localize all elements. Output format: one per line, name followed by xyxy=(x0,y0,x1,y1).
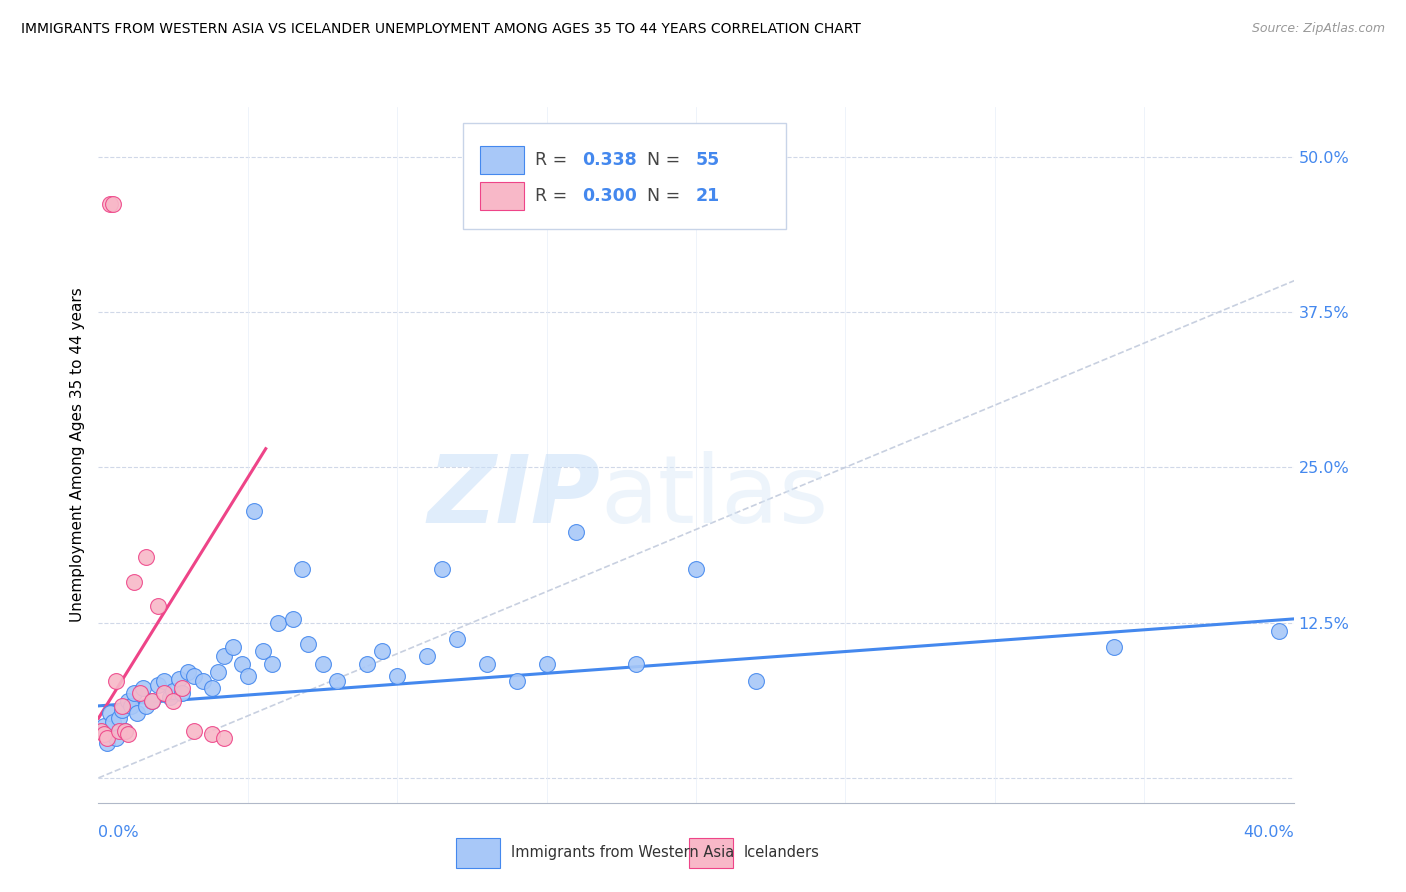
Point xyxy=(124,574,146,589)
Point xyxy=(260,657,283,671)
Text: R =: R = xyxy=(534,187,572,205)
Point xyxy=(98,706,122,721)
Y-axis label: Unemployment Among Ages 35 to 44 years: Unemployment Among Ages 35 to 44 years xyxy=(69,287,84,623)
Point xyxy=(212,731,235,746)
Point xyxy=(103,197,125,211)
Point xyxy=(1104,640,1126,655)
Point xyxy=(96,731,118,746)
Text: 21: 21 xyxy=(696,187,720,205)
Point xyxy=(162,694,184,708)
Point xyxy=(1267,624,1289,639)
Point xyxy=(177,665,200,680)
Point xyxy=(326,674,349,689)
Point xyxy=(103,714,125,729)
Point xyxy=(385,669,409,683)
Text: Source: ZipAtlas.com: Source: ZipAtlas.com xyxy=(1251,22,1385,36)
Point xyxy=(135,549,157,564)
Point xyxy=(222,640,245,655)
Point xyxy=(132,681,155,696)
Point xyxy=(117,694,139,708)
Text: 0.338: 0.338 xyxy=(582,151,637,169)
FancyBboxPatch shape xyxy=(456,838,501,868)
Point xyxy=(141,694,163,708)
Point xyxy=(430,562,453,576)
Point xyxy=(93,727,115,741)
Point xyxy=(297,637,319,651)
Point xyxy=(135,698,157,713)
Point xyxy=(111,703,134,717)
Text: 55: 55 xyxy=(696,151,720,169)
Text: Immigrants from Western Asia: Immigrants from Western Asia xyxy=(510,846,734,861)
Point xyxy=(117,727,139,741)
Point xyxy=(685,562,707,576)
Point xyxy=(129,686,152,700)
Point xyxy=(148,599,170,614)
FancyBboxPatch shape xyxy=(463,123,786,229)
Point xyxy=(90,723,112,738)
Point xyxy=(183,669,205,683)
Point xyxy=(212,649,235,664)
Point xyxy=(446,632,468,646)
Point xyxy=(311,657,333,671)
Point xyxy=(120,698,142,713)
Point xyxy=(148,678,170,692)
Text: ZIP: ZIP xyxy=(427,450,600,542)
Point xyxy=(159,690,181,705)
Text: N =: N = xyxy=(636,187,686,205)
Point xyxy=(111,698,134,713)
Point xyxy=(231,657,253,671)
Point xyxy=(114,723,136,738)
Point xyxy=(162,684,184,698)
Point xyxy=(124,686,146,700)
Point xyxy=(172,681,194,696)
Text: IMMIGRANTS FROM WESTERN ASIA VS ICELANDER UNEMPLOYMENT AMONG AGES 35 TO 44 YEARS: IMMIGRANTS FROM WESTERN ASIA VS ICELANDE… xyxy=(21,22,860,37)
Point xyxy=(475,657,498,671)
Point xyxy=(108,711,131,725)
Point xyxy=(108,723,131,738)
Text: 0.0%: 0.0% xyxy=(98,825,139,840)
Point xyxy=(267,615,290,630)
FancyBboxPatch shape xyxy=(689,838,733,868)
Text: N =: N = xyxy=(636,151,686,169)
Point xyxy=(207,665,229,680)
Point xyxy=(371,644,394,658)
Point xyxy=(96,736,118,750)
Point xyxy=(172,686,194,700)
Point xyxy=(506,674,529,689)
Point xyxy=(183,723,205,738)
Point xyxy=(105,674,128,689)
Point xyxy=(201,727,224,741)
Point xyxy=(281,612,304,626)
Point xyxy=(191,674,214,689)
Text: 0.300: 0.300 xyxy=(582,187,637,205)
Point xyxy=(93,719,115,733)
Point xyxy=(98,197,122,211)
Text: atlas: atlas xyxy=(600,450,828,542)
Point xyxy=(536,657,558,671)
Text: R =: R = xyxy=(534,151,572,169)
Point xyxy=(153,686,176,700)
Point xyxy=(290,562,312,576)
FancyBboxPatch shape xyxy=(479,182,524,210)
Text: 40.0%: 40.0% xyxy=(1243,825,1294,840)
Point xyxy=(153,674,176,689)
Point xyxy=(105,731,128,746)
FancyBboxPatch shape xyxy=(479,146,524,174)
Point xyxy=(416,649,439,664)
Text: Icelanders: Icelanders xyxy=(744,846,820,861)
Point xyxy=(236,669,259,683)
Point xyxy=(624,657,647,671)
Point xyxy=(356,657,378,671)
Point xyxy=(114,723,136,738)
Point xyxy=(252,644,274,658)
Point xyxy=(745,674,768,689)
Point xyxy=(90,723,112,738)
Point xyxy=(167,672,190,686)
Point xyxy=(243,504,266,518)
Point xyxy=(201,681,224,696)
Point xyxy=(565,524,588,539)
Point xyxy=(127,706,149,721)
Point xyxy=(141,694,163,708)
